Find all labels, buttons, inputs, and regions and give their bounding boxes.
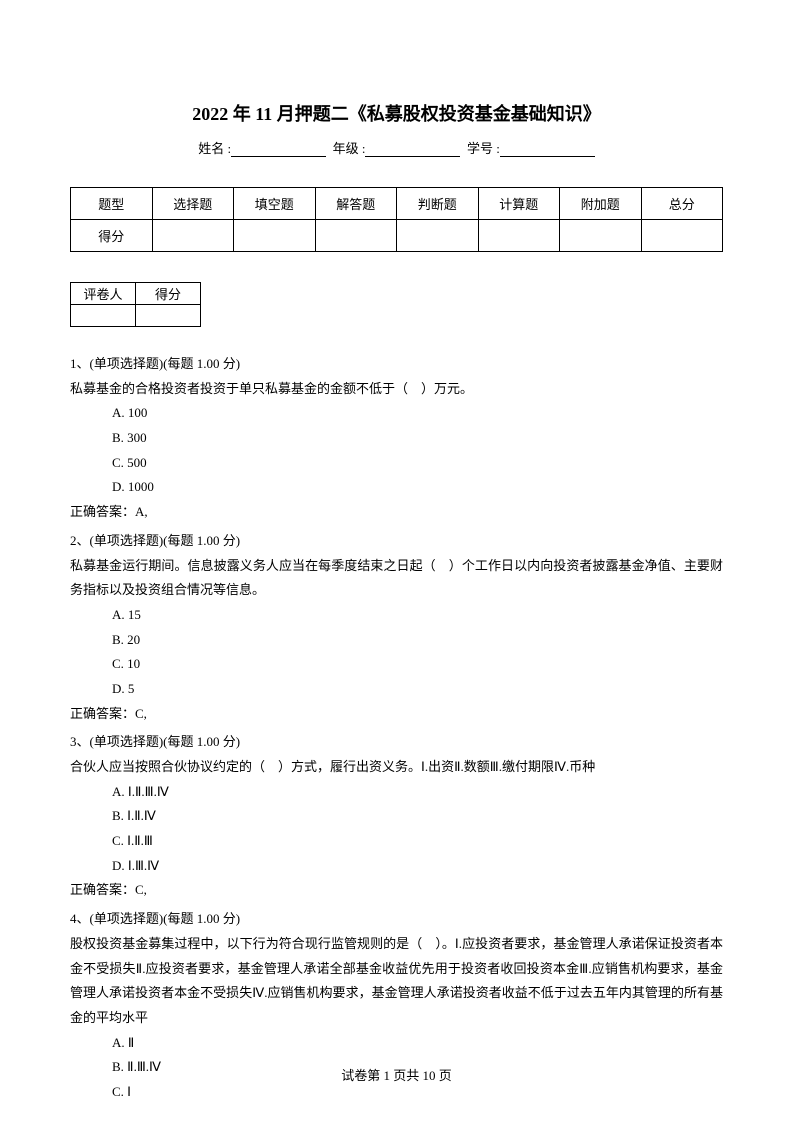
score-row-label: 得分 [71,220,153,252]
score-cell [315,220,397,252]
score-header-6: 附加题 [560,188,642,220]
question: 1、(单项选择题)(每题 1.00 分)私募基金的合格投资者投资于单只私募基金的… [70,352,723,525]
score-table-header-row: 题型 选择题 填空题 解答题 判断题 计算题 附加题 总分 [71,188,723,220]
score-header-2: 填空题 [234,188,316,220]
question-options: A. 100B. 300C. 500D. 1000 [70,401,723,500]
question-option: C. 10 [112,652,723,677]
grade-blank [365,143,460,157]
score-table-score-row: 得分 [71,220,723,252]
question-header: 4、(单项选择题)(每题 1.00 分) [70,907,723,932]
score-header-1: 选择题 [152,188,234,220]
question-options: A. Ⅰ.Ⅱ.Ⅲ.ⅣB. Ⅰ.Ⅱ.ⅣC. Ⅰ.Ⅱ.ⅢD. Ⅰ.Ⅲ.Ⅳ [70,780,723,879]
reviewer-label: 评卷人 [71,283,136,305]
score-header-0: 题型 [71,188,153,220]
question-option: A. 100 [112,401,723,426]
question-text: 私募基金的合格投资者投资于单只私募基金的金额不低于（ ）万元。 [70,377,723,402]
score-cell [234,220,316,252]
question-option: D. 1000 [112,475,723,500]
question: 3、(单项选择题)(每题 1.00 分)合伙人应当按照合伙协议约定的（ ）方式，… [70,730,723,903]
question-option: C. Ⅰ.Ⅱ.Ⅲ [112,829,723,854]
question-option: D. Ⅰ.Ⅲ.Ⅳ [112,854,723,879]
question-text: 股权投资基金募集过程中，以下行为符合现行监管规则的是（ ）。Ⅰ.应投资者要求，基… [70,932,723,1031]
question-options: A. 15B. 20C. 10D. 5 [70,603,723,702]
exam-title: 2022 年 11 月押题二《私募股权投资基金基础知识》 [70,100,723,126]
score-header-4: 判断题 [397,188,479,220]
question-option: C. 500 [112,451,723,476]
question-answer: 正确答案：A, [70,500,723,525]
name-blank [231,143,326,157]
reviewer-score-label: 得分 [136,283,201,305]
score-header-3: 解答题 [315,188,397,220]
question-header: 1、(单项选择题)(每题 1.00 分) [70,352,723,377]
question-header: 2、(单项选择题)(每题 1.00 分) [70,529,723,554]
name-label: 姓名 : [198,141,231,156]
questions-container: 1、(单项选择题)(每题 1.00 分)私募基金的合格投资者投资于单只私募基金的… [70,352,723,1105]
page-footer: 试卷第 1 页共 10 页 [0,1065,793,1084]
score-cell [478,220,560,252]
reviewer-score-blank [136,305,201,327]
question-option: B. 300 [112,426,723,451]
question-text: 合伙人应当按照合伙协议约定的（ ）方式，履行出资义务。Ⅰ.出资Ⅱ.数额Ⅲ.缴付期… [70,755,723,780]
score-cell [560,220,642,252]
question-option: A. 15 [112,603,723,628]
id-blank [500,143,595,157]
reviewer-table: 评卷人 得分 [70,282,201,327]
question-answer: 正确答案：C, [70,878,723,903]
score-header-7: 总分 [641,188,723,220]
question-option: A. Ⅰ.Ⅱ.Ⅲ.Ⅳ [112,780,723,805]
score-cell [397,220,479,252]
reviewer-blank [71,305,136,327]
student-info-line: 姓名 : 年级 : 学号 : [70,138,723,157]
grade-label: 年级 : [333,141,366,156]
question-header: 3、(单项选择题)(每题 1.00 分) [70,730,723,755]
question: 2、(单项选择题)(每题 1.00 分)私募基金运行期间。信息披露义务人应当在每… [70,529,723,727]
question-option: B. Ⅰ.Ⅱ.Ⅳ [112,804,723,829]
question-text: 私募基金运行期间。信息披露义务人应当在每季度结束之日起（ ）个工作日以内向投资者… [70,554,723,603]
question-option: A. Ⅱ [112,1031,723,1056]
score-header-5: 计算题 [478,188,560,220]
score-cell [152,220,234,252]
score-table: 题型 选择题 填空题 解答题 判断题 计算题 附加题 总分 得分 [70,187,723,252]
question-option: B. 20 [112,628,723,653]
id-label: 学号 : [467,141,500,156]
score-cell [641,220,723,252]
question-option: D. 5 [112,677,723,702]
question-answer: 正确答案：C, [70,702,723,727]
